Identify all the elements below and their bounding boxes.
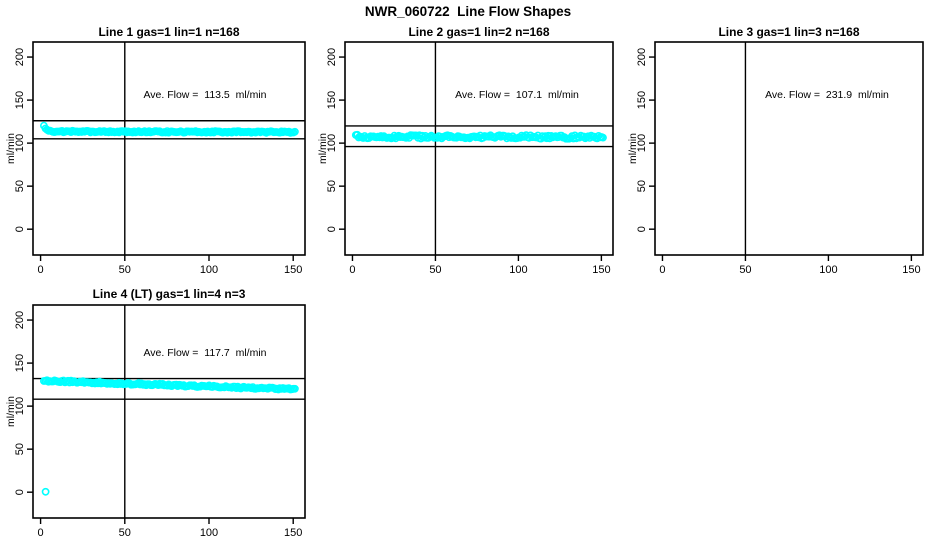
y-tick-label: 200 [326, 48, 338, 66]
x-tick-label: 0 [349, 264, 355, 276]
y-tick-label: 150 [14, 91, 26, 109]
y-tick-label: 150 [326, 91, 338, 109]
x-tick-label: 100 [509, 264, 527, 276]
plot-box [344, 41, 614, 256]
y-tick-label: 100 [14, 397, 26, 415]
x-tick-label: 150 [284, 527, 302, 539]
x-tick-label: 150 [592, 264, 610, 276]
panel-3: 0 50 100 150 0 50 100 150 200 ml/min [627, 41, 924, 276]
y-tick-label: 50 [636, 180, 648, 192]
panel-4-title: Line 4 (LT) gas=1 lin=4 n=3 [92, 287, 246, 301]
panel-2-ave-flow-annotation: Ave. Flow = 107.1 ml/min [455, 89, 579, 101]
data-point [290, 127, 299, 136]
data-point [599, 133, 607, 142]
data-point [290, 384, 299, 393]
y-tick-label: 0 [636, 226, 648, 232]
y-tick-label: 100 [14, 134, 26, 152]
panel-1: 0 50 100 150 0 50 100 150 200 ml/min [5, 41, 306, 276]
plot-box [32, 41, 306, 256]
y-axis-label: ml/min [317, 133, 329, 164]
y-tick-label: 0 [326, 226, 338, 232]
y-tick-label: 150 [14, 354, 26, 372]
y-tick-label: 200 [14, 311, 26, 329]
x-tick-label: 100 [819, 264, 837, 276]
x-tick-label: 150 [902, 264, 920, 276]
y-tick-label: 200 [14, 48, 26, 66]
x-tick-label: 50 [119, 264, 131, 276]
y-tick-label: 50 [14, 443, 26, 455]
panel-2: 0 50 100 150 0 50 100 150 200 ml/min [317, 41, 614, 276]
plot-box [654, 41, 924, 256]
y-axis-label: ml/min [627, 133, 639, 164]
panel-3-title: Line 3 gas=1 lin=3 n=168 [718, 25, 860, 39]
x-tick-label: 0 [38, 264, 44, 276]
outlier-data-point [41, 487, 50, 496]
panel-4-ave-flow-annotation: Ave. Flow = 117.7 ml/min [143, 347, 267, 359]
panel-1-ave-flow-annotation: Ave. Flow = 113.5 ml/min [143, 89, 267, 101]
y-tick-label: 150 [636, 91, 648, 109]
y-tick-label: 100 [636, 134, 648, 152]
y-axis-label: ml/min [5, 133, 17, 164]
x-tick-label: 0 [659, 264, 665, 276]
panel-3-ave-flow-annotation: Ave. Flow = 231.9 ml/min [765, 89, 889, 101]
y-tick-label: 50 [326, 180, 338, 192]
x-tick-label: 50 [119, 527, 131, 539]
x-tick-label: 50 [429, 264, 441, 276]
panel-4: 0 50 100 150 0 50 100 150 200 ml/min [5, 304, 306, 539]
figure-main-title: NWR_060722 Line Flow Shapes [364, 4, 572, 19]
y-tick-label: 100 [326, 134, 338, 152]
x-tick-label: 100 [200, 264, 218, 276]
y-tick-label: 0 [14, 489, 26, 495]
panel-1-title: Line 1 gas=1 lin=1 n=168 [98, 25, 240, 39]
y-axis-label: ml/min [5, 396, 17, 427]
x-tick-label: 50 [739, 264, 751, 276]
x-tick-label: 100 [200, 527, 218, 539]
x-tick-label: 0 [38, 527, 44, 539]
y-tick-label: 50 [14, 180, 26, 192]
y-tick-label: 0 [14, 226, 26, 232]
panel-2-title: Line 2 gas=1 lin=2 n=168 [408, 25, 550, 39]
plot-box [32, 304, 306, 519]
x-tick-label: 150 [284, 264, 302, 276]
y-tick-label: 200 [636, 48, 648, 66]
